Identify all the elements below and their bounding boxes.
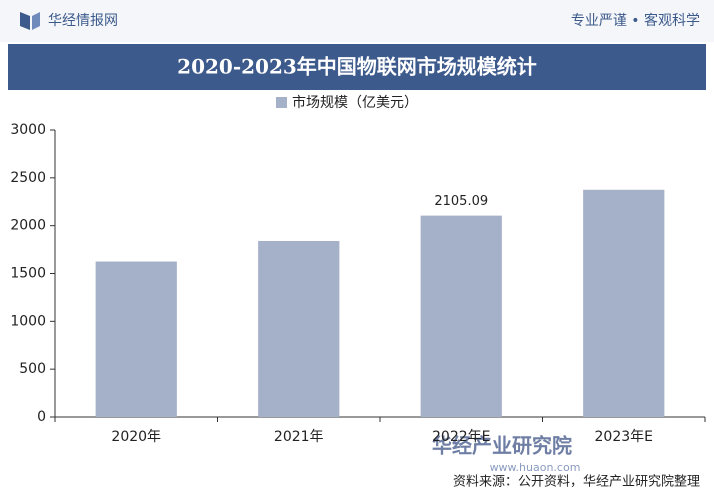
y-tick-label: 1000 — [10, 313, 46, 329]
y-tick-label: 2500 — [10, 170, 46, 186]
y-tick-label: 1500 — [10, 266, 46, 282]
data-label: 2105.09 — [434, 194, 488, 209]
legend-swatch — [276, 97, 287, 108]
top-bar — [0, 0, 714, 42]
brand-name: 华经产业研究院 — [432, 434, 572, 458]
bar — [420, 215, 502, 417]
y-tick-label: 2000 — [10, 218, 46, 234]
title-bar — [8, 44, 706, 90]
x-tick-label: 2021年 — [274, 429, 324, 445]
brand-url: www.huaon.com — [490, 461, 581, 474]
y-tick-label: 3000 — [10, 122, 46, 138]
legend-label: 市场规模（亿美元） — [292, 94, 418, 111]
x-tick-label: 2022年E — [432, 429, 490, 445]
y-tick-label: 0 — [37, 409, 46, 425]
bar — [583, 189, 665, 417]
slogan: 专业严谨 • 客观科学 — [571, 12, 700, 29]
bar — [95, 261, 177, 417]
x-tick-label: 2023年E — [595, 429, 653, 445]
source: 资料来源：公开资料，华经产业研究院整理 — [453, 475, 700, 490]
x-tick-label: 2020年 — [111, 429, 161, 445]
y-tick-label: 500 — [19, 361, 46, 377]
logo-icon — [20, 12, 30, 30]
logo-text: 华经情报网 — [48, 13, 118, 29]
logo-icon — [32, 12, 40, 30]
bar — [258, 240, 340, 417]
chart-title: 2020-2023年中国物联网市场规模统计 — [177, 55, 537, 79]
